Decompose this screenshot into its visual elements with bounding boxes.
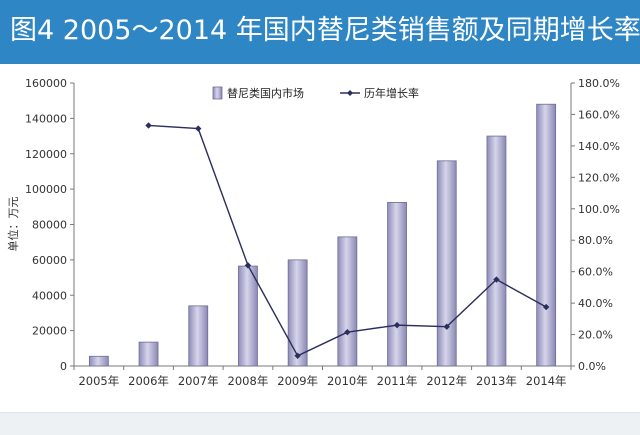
- line-point: [294, 352, 301, 359]
- y-tick-label: 0: [60, 360, 67, 373]
- x-tick-label: 2007年: [178, 374, 219, 388]
- figure-title: 图4 2005～2014 年国内替尼类销售额及同期增长率: [10, 15, 640, 46]
- bar: [536, 103, 557, 367]
- line-point: [244, 262, 252, 269]
- title-banner: 图4 2005～2014 年国内替尼类销售额及同期增长率: [0, 0, 640, 64]
- y2-tick-label: 140.0%: [578, 140, 620, 153]
- legend-bar-label: 替尼类国内市场: [227, 86, 304, 100]
- bar: [88, 355, 109, 367]
- y2-tick-label: 60.0%: [578, 266, 613, 279]
- bar-series: [88, 103, 557, 367]
- bar: [138, 341, 159, 367]
- line-point: [542, 303, 550, 311]
- y-tick-label: 160000: [25, 77, 67, 90]
- x-tick-label: 2014年: [526, 374, 567, 388]
- line-point: [393, 321, 401, 329]
- x-tick-label: 2009年: [277, 374, 318, 388]
- x-tick-label: 2011年: [377, 374, 418, 388]
- x-tick-label: 2012年: [426, 374, 467, 388]
- footer-strip: [0, 412, 640, 435]
- bar: [337, 236, 358, 367]
- line-point: [493, 276, 500, 283]
- x-tick-label: 2010年: [327, 374, 368, 388]
- bar: [188, 305, 209, 367]
- line-series: [145, 122, 550, 359]
- y2-tick-label: 0.0%: [578, 360, 606, 373]
- y-axis-label: 单位：万元: [6, 197, 20, 252]
- legend-line-marker: [347, 90, 353, 96]
- x-tick-label: 2006年: [128, 374, 169, 388]
- line-point: [443, 323, 450, 330]
- line-point: [145, 122, 152, 129]
- y-tick-label: 40000: [32, 289, 67, 302]
- x-tick-label: 2008年: [228, 374, 269, 388]
- x-tick-label: 2013年: [476, 374, 517, 388]
- x-tick-label: 2005年: [78, 374, 119, 388]
- legend: 替尼类国内市场 历年增长率: [212, 86, 419, 100]
- bar: [436, 160, 457, 367]
- y2-tick-label: 120.0%: [578, 171, 620, 184]
- y2-tick-label: 20.0%: [578, 329, 613, 342]
- y-tick-label: 80000: [32, 219, 67, 232]
- y-tick-label: 100000: [25, 183, 67, 196]
- y-tick-label: 140000: [25, 112, 67, 125]
- bar: [486, 135, 507, 367]
- y-tick-label: 20000: [32, 325, 67, 338]
- y2-tick-label: 180.0%: [578, 77, 620, 90]
- bar: [238, 265, 258, 367]
- bar: [387, 201, 407, 367]
- bar: [287, 259, 308, 367]
- y2-tick-label: 80.0%: [578, 234, 613, 247]
- y2-tick-label: 100.0%: [578, 203, 620, 216]
- y-tick-label: 120000: [25, 148, 67, 161]
- y-tick-label: 60000: [32, 254, 67, 267]
- y2-tick-label: 160.0%: [578, 108, 620, 121]
- chart-axes: 0 20000 40000 60000 80000 100000 120000 140000 1…: [25, 77, 620, 388]
- line-point: [195, 125, 202, 132]
- legend-line-label: 历年增长率: [364, 86, 419, 100]
- line-point: [344, 328, 351, 336]
- legend-bar-swatch: [212, 86, 223, 100]
- y2-tick-label: 40.0%: [578, 297, 613, 310]
